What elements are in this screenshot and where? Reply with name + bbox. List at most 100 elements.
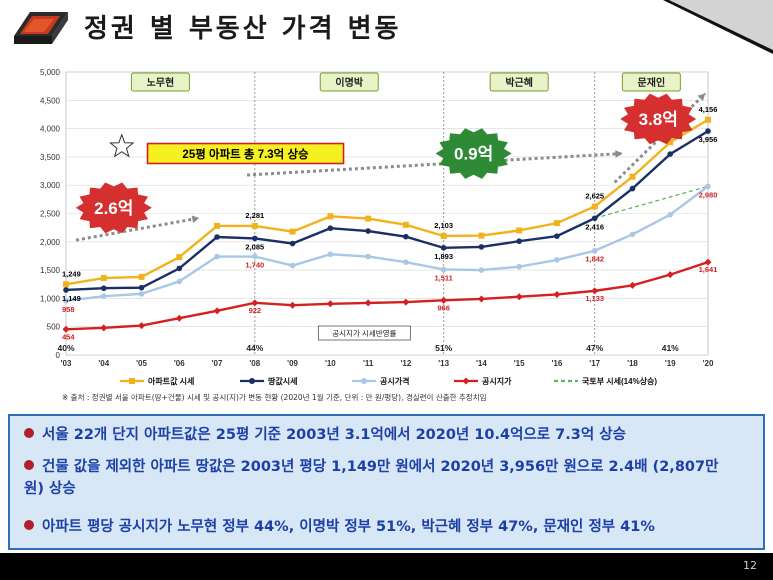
note-box [317,325,411,341]
era-label: 이명박 [335,76,363,89]
bullet-text: 건물 값을 제외한 아파트 땅값은 2003년 평당 1,149만 원에서 20… [24,459,719,497]
data-point [478,244,485,250]
data-point [629,173,636,180]
star-icon [109,133,135,158]
data-point [176,254,183,261]
logo-icon [14,12,68,44]
data-point [100,324,108,332]
legend-label: 아파트값 시세 [148,376,194,386]
data-label: 1,249 [62,269,81,278]
legend-marker [462,377,470,385]
legend-label: 공시지가 [482,376,512,386]
x-tick-label: '10 [325,359,336,368]
era-label: 문재인 [638,76,666,89]
data-point [251,299,259,307]
data-point [705,183,711,190]
data-point [554,257,560,263]
data-point [667,139,674,146]
era-label: 노무현 [147,76,175,89]
data-point [705,116,711,123]
x-tick-label: '12 [400,359,411,368]
source-note: ※ 출처 : 정권별 서울 아파트(땅+건물) 시세 및 공시(지)가 변동 현… [62,393,487,402]
callout-label: 3.8억 [639,110,678,129]
summary-box: 서울 22개 단지 아파트값은 25평 기준 2003년 3.1억에서 2020… [8,414,765,550]
legend-marker [361,378,367,384]
data-point [553,290,561,298]
x-tick-label: '17 [589,359,600,368]
x-tick-label: '14 [476,359,487,368]
data-point [176,265,183,272]
data-point [252,253,258,260]
bullet-text: 아파트 평당 공시지가 노무현 정부 44%, 이명박 정부 51%, 박근혜 … [42,519,655,535]
data-point [326,300,334,308]
trend-arrow-head [191,215,200,224]
data-label: 2,281 [245,211,264,220]
bullet-item: 아파트 평당 공시지가 노무현 정부 44%, 이명박 정부 51%, 박근혜 … [24,516,655,538]
data-point [440,266,447,273]
data-point [138,291,145,297]
data-label: 1,133 [585,294,604,303]
data-point [666,271,674,279]
data-point [477,295,485,303]
data-point [175,314,183,322]
data-point [100,285,107,292]
data-label: 1,842 [585,255,604,264]
data-point [364,299,372,307]
legend-label: 국토부 시세(14%상승) [582,376,657,386]
data-point [591,203,598,210]
trend-arrow-head [615,150,623,158]
corner-decoration [663,0,773,54]
data-label: 2,103 [434,221,453,230]
era-ratio-label: 47% [586,343,603,353]
era-label-box [130,72,190,92]
data-point [628,281,636,289]
data-label: 3,956 [699,135,718,144]
bullet-dot-icon [24,428,34,438]
y-tick-label: 3,000 [40,181,61,190]
y-tick-label: 500 [47,323,61,332]
era-label-box [319,72,379,92]
data-label: 1,740 [245,261,264,270]
data-point [591,247,598,254]
data-point [252,235,258,242]
price-chart: 0 500 1,000 1,500 2,000 2,500 3,000 3,500 4,000 4… [8,62,728,410]
y-tick-label: 0 [56,351,61,360]
data-label: 4,156 [699,105,718,114]
series-line [65,118,709,286]
era-label-box [489,72,549,92]
data-point [440,296,448,304]
legend-marker [249,378,255,384]
data-point [403,233,409,240]
y-tick-label: 2,500 [40,210,61,219]
data-point [705,128,711,134]
x-tick-label: '08 [249,359,260,368]
y-tick-label: 5,000 [40,68,61,77]
data-point [289,262,296,269]
callout-label: 2.6억 [94,199,133,218]
data-point [403,259,409,265]
data-point [176,278,183,285]
data-point [478,232,485,239]
data-point [327,225,334,232]
data-point [289,240,296,247]
data-point [214,253,220,260]
x-tick-label: '16 [552,359,563,368]
data-point [516,238,522,245]
data-point [704,258,712,266]
y-tick-label: 1,500 [40,266,61,275]
page-number: 12 [743,559,757,572]
data-point [214,234,220,240]
x-tick-label: '11 [363,359,374,368]
callout-burst [75,182,152,234]
x-tick-label: '18 [627,359,638,368]
highlight-box-label: 25평 아파트 총 7.3억 상승 [182,147,309,161]
era-ratio-label: 51% [435,343,452,353]
data-label: 2,416 [585,222,604,231]
y-tick-label: 1,000 [40,294,61,303]
y-tick-label: 4,500 [40,96,61,105]
highlight-box [146,142,345,165]
legend-label: 공시가격 [380,376,409,386]
slide-header: 정권 별 부동산 가격 변동 [0,0,773,54]
bullet-dot-icon [24,520,34,530]
legend-label: 땅값시세 [268,376,297,386]
